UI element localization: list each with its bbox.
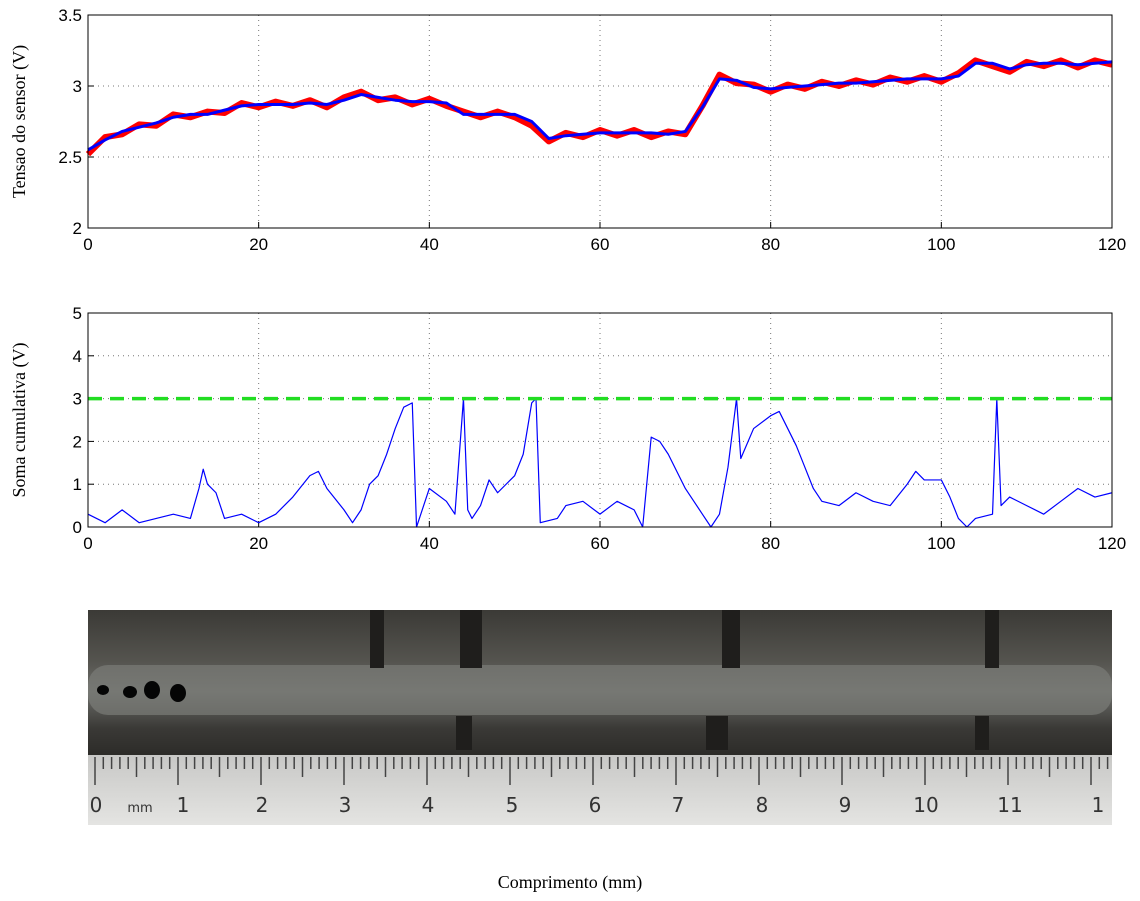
ruler-label: 3	[339, 793, 352, 817]
y-tick-label: 0	[73, 518, 82, 537]
x-tick-label: 0	[83, 534, 92, 553]
y-tick-label: 1	[73, 475, 82, 494]
data-line	[85, 57, 1113, 157]
data-line	[87, 398, 1113, 528]
x-tick-label: 100	[927, 534, 955, 553]
ruler-label: 0	[90, 793, 103, 817]
y-tick-label: 3	[73, 390, 82, 409]
ruler-label: 9	[839, 793, 852, 817]
ruler-label: mm	[127, 801, 152, 816]
y-tick-label: 2.5	[58, 148, 82, 167]
ruler-label: 2	[256, 793, 269, 817]
y-tick-label: 2	[73, 219, 82, 238]
x-tick-label: 120	[1098, 534, 1126, 553]
weld-photo	[88, 610, 1112, 825]
y-tick-label: 5	[73, 304, 82, 323]
x-tick-label: 80	[761, 534, 780, 553]
ruler-label: 5	[506, 793, 519, 817]
y-axis-label: Soma cumulativa (V)	[9, 343, 30, 498]
x-tick-label: 120	[1098, 235, 1126, 254]
ruler-label: 1	[1092, 793, 1105, 817]
x-tick-label: 40	[420, 235, 439, 254]
ruler-label: 7	[672, 793, 685, 817]
ruler-label: 4	[422, 793, 435, 817]
plot-area	[88, 15, 1112, 228]
x-tick-label: 60	[591, 534, 610, 553]
x-tick-label: 40	[420, 534, 439, 553]
x-tick-label: 80	[761, 235, 780, 254]
ruler-label: 6	[589, 793, 602, 817]
ruler-label: 1	[177, 793, 190, 817]
ruler-label: 10	[913, 793, 938, 817]
x-tick-label: 100	[927, 235, 955, 254]
y-axis-label: Tensao do sensor (V)	[9, 45, 30, 198]
ruler-label: 8	[756, 793, 769, 817]
data-line	[87, 60, 1113, 152]
y-tick-label: 3.5	[58, 6, 82, 25]
x-axis-label: Comprimento (mm)	[498, 872, 642, 893]
ruler-label: 11	[997, 793, 1022, 817]
plot-frame	[87, 14, 1113, 229]
x-tick-label: 60	[591, 235, 610, 254]
plot-frame	[87, 312, 1113, 528]
x-tick-label: 20	[249, 534, 268, 553]
x-tick-label: 20	[249, 235, 268, 254]
plot-area	[88, 313, 1112, 527]
y-tick-label: 3	[73, 77, 82, 96]
y-tick-label: 4	[73, 347, 82, 366]
y-tick-label: 2	[73, 432, 82, 451]
x-tick-label: 0	[83, 235, 92, 254]
